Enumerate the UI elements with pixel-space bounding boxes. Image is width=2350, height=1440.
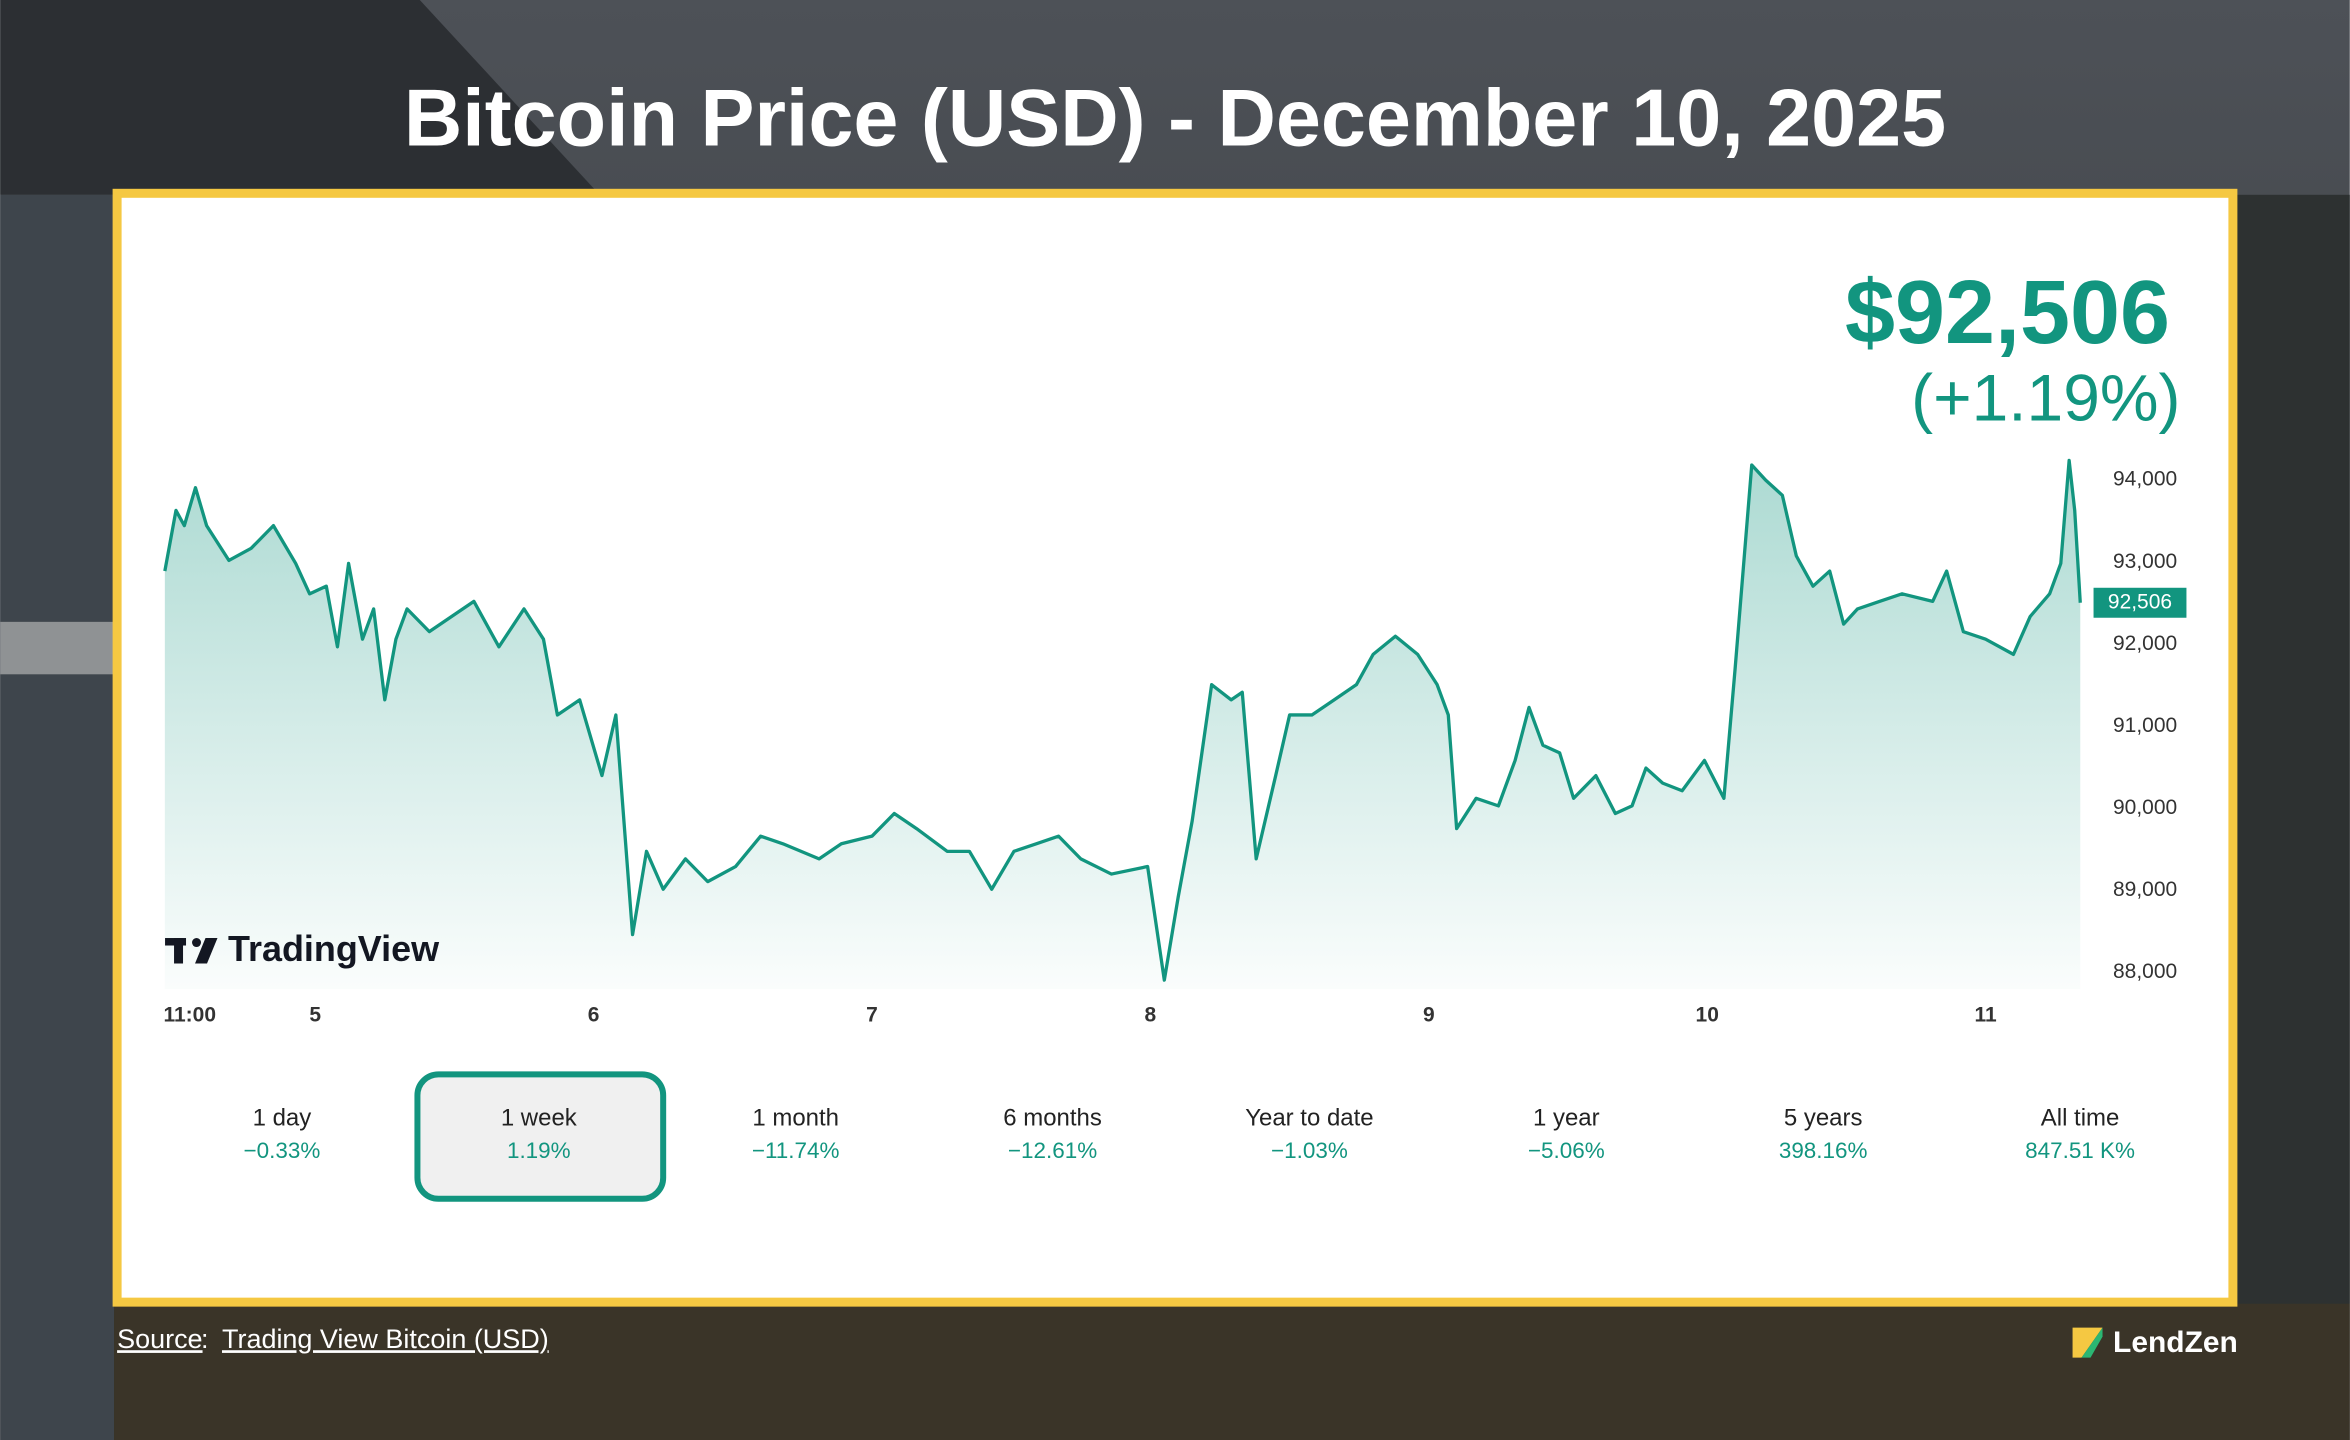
range-change: −11.74% bbox=[752, 1138, 840, 1163]
tradingview-logo: TradingView bbox=[165, 928, 440, 969]
source-link[interactable]: Trading View Bitcoin (USD) bbox=[222, 1324, 549, 1354]
range-button[interactable] bbox=[1959, 1074, 2205, 1198]
range-button[interactable] bbox=[417, 1074, 663, 1198]
house-siding bbox=[0, 194, 115, 1440]
y-tick-label: 88,000 bbox=[2113, 960, 2177, 983]
range-label: 1 week bbox=[501, 1105, 578, 1132]
price: $92,506 bbox=[1845, 263, 2170, 363]
y-tick-label: 90,000 bbox=[2113, 796, 2177, 819]
area bbox=[164, 460, 2081, 989]
price-tag-label: 92,506 bbox=[2108, 590, 2172, 613]
range-change: 398.16% bbox=[1779, 1138, 1868, 1163]
roof bbox=[0, 0, 600, 195]
logo-mark bbox=[192, 938, 202, 948]
range-change: −1.03% bbox=[1271, 1138, 1348, 1163]
y-tick-label: 92,000 bbox=[2113, 632, 2177, 655]
range-label: 5 years bbox=[1784, 1105, 1863, 1132]
price-tag bbox=[2093, 587, 2187, 618]
range-selector: 1 day −0.33% 1 week 1.19% 1 month −11.74% 6 mo… bbox=[161, 1071, 2205, 1202]
range-label: 1 month bbox=[752, 1105, 839, 1132]
x-tick-label: 8 bbox=[1145, 1003, 1157, 1026]
range-button[interactable] bbox=[931, 1074, 1177, 1198]
source-label: Source bbox=[117, 1324, 202, 1354]
range-change: −5.06% bbox=[1528, 1138, 1605, 1163]
range-change: −12.61% bbox=[1008, 1138, 1097, 1163]
logo-mark bbox=[174, 938, 184, 964]
title: Bitcoin Price (USD) - December 10, 2025 bbox=[404, 74, 1946, 164]
y-tick-label: 93,000 bbox=[2113, 550, 2177, 573]
range-label: Year to date bbox=[1245, 1105, 1373, 1132]
range-button[interactable] bbox=[674, 1074, 920, 1198]
x-tick-label: 7 bbox=[866, 1003, 878, 1026]
brand: LendZen bbox=[2113, 1326, 2238, 1359]
range-label: 6 months bbox=[1003, 1105, 1102, 1132]
brand-icon bbox=[2081, 1327, 2103, 1358]
x-tick-label: 5 bbox=[309, 1003, 321, 1026]
range-change: −0.33% bbox=[244, 1138, 321, 1163]
trees bbox=[2235, 194, 2350, 1304]
price-change: (+1.19%) bbox=[1911, 361, 2180, 435]
range-button[interactable] bbox=[161, 1074, 407, 1198]
brand-icon bbox=[2072, 1327, 2103, 1358]
x-tick-label: 11:00 bbox=[164, 1003, 216, 1026]
plot: 88,000 89,000 90,000 91,000 92,000 93,000 94,0… bbox=[163, 458, 2187, 1026]
range-label: 1 year bbox=[1533, 1105, 1600, 1132]
x-tick-label: 10 bbox=[1696, 1003, 1719, 1026]
range-label: 1 day bbox=[253, 1105, 312, 1132]
x-tick-label: 9 bbox=[1423, 1003, 1435, 1026]
range-selected bbox=[414, 1071, 667, 1202]
range-button[interactable] bbox=[1702, 1074, 1948, 1198]
x-tick-label: 11 bbox=[1975, 1003, 1998, 1026]
x-tick-label: 6 bbox=[588, 1003, 600, 1026]
range-label: All time bbox=[2041, 1105, 2120, 1132]
watermark: TradingView bbox=[228, 928, 440, 969]
house-trim bbox=[0, 621, 115, 675]
y-tick-label: 94,000 bbox=[2113, 468, 2177, 491]
y-tick-label: 91,000 bbox=[2113, 714, 2177, 737]
range-button[interactable] bbox=[1445, 1074, 1691, 1198]
source-separator: : bbox=[201, 1324, 208, 1354]
range-change: 1.19% bbox=[507, 1138, 571, 1163]
logo-mark bbox=[195, 938, 218, 964]
y-tick-label: 89,000 bbox=[2113, 878, 2177, 901]
ground bbox=[114, 1303, 2350, 1440]
price-line bbox=[163, 458, 2082, 982]
range-button[interactable] bbox=[1188, 1074, 1434, 1198]
range-change: 847.51 K% bbox=[2025, 1138, 2135, 1163]
